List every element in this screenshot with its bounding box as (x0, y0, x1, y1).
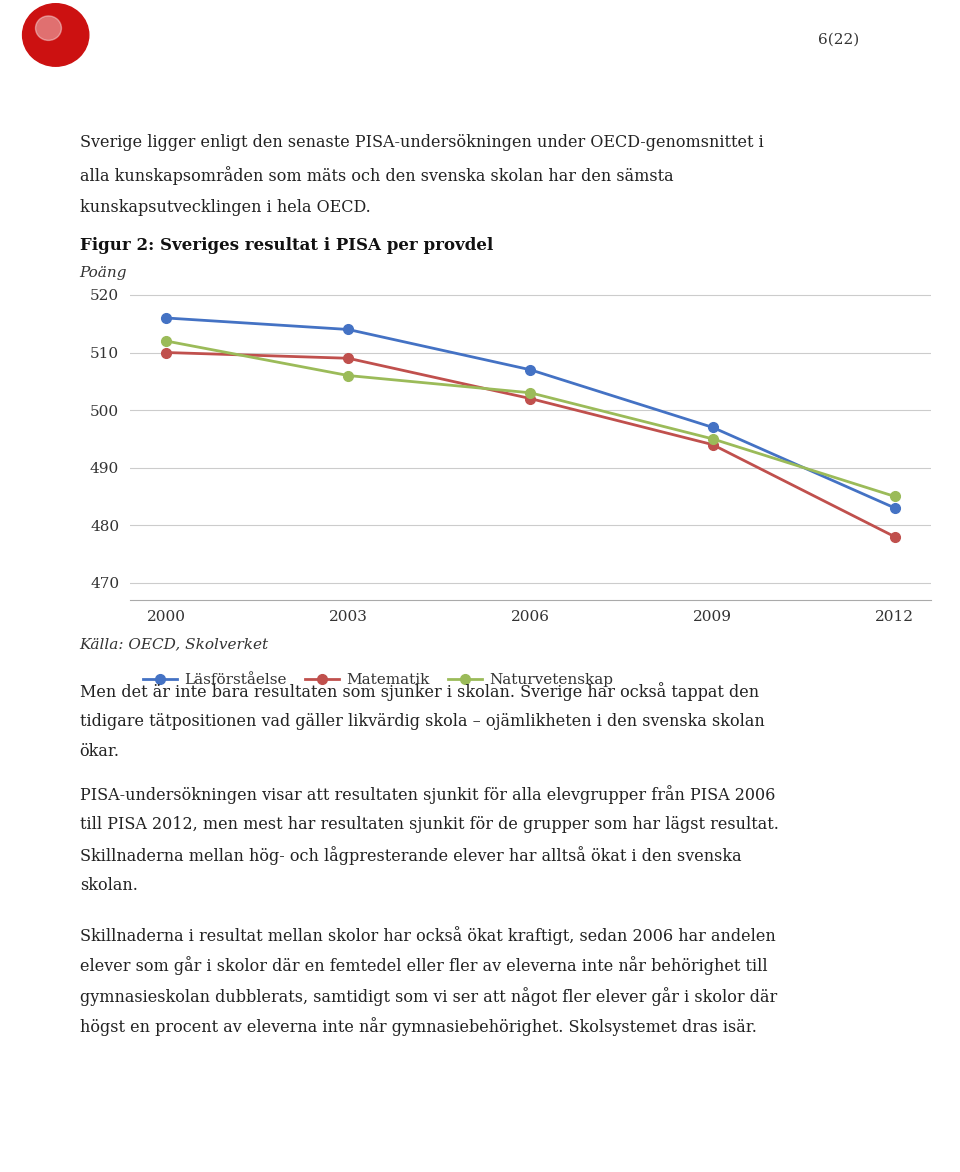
Text: Skillnaderna mellan hög- och lågpresterande elever har alltså ökat i den svenska: Skillnaderna mellan hög- och lågprestera… (80, 846, 741, 865)
Circle shape (36, 16, 61, 40)
Text: gymnasieskolan dubblerats, samtidigt som vi ser att något fler elever går i skol: gymnasieskolan dubblerats, samtidigt som… (80, 987, 777, 1006)
Text: Figur 2: Sveriges resultat i PISA per provdel: Figur 2: Sveriges resultat i PISA per pr… (80, 237, 492, 254)
Text: Poäng: Poäng (80, 266, 127, 280)
Text: alla kunskapsområden som mäts och den svenska skolan har den sämsta: alla kunskapsområden som mäts och den sv… (80, 166, 673, 185)
Text: 6(22): 6(22) (818, 33, 859, 47)
Text: Sverige ligger enligt den senaste PISA-undersökningen under OECD-genomsnittet i: Sverige ligger enligt den senaste PISA-u… (80, 134, 763, 151)
Text: Källa: OECD, Skolverket: Källa: OECD, Skolverket (80, 638, 269, 652)
Text: till PISA 2012, men mest har resultaten sjunkit för de grupper som har lägst res: till PISA 2012, men mest har resultaten … (80, 816, 779, 833)
Text: kunskapsutvecklingen i hela OECD.: kunskapsutvecklingen i hela OECD. (80, 199, 371, 217)
Text: Men det är inte bara resultaten som sjunker i skolan. Sverige har också tappat d: Men det är inte bara resultaten som sjun… (80, 682, 758, 701)
Text: elever som går i skolor där en femtedel eller fler av eleverna inte når behörigh: elever som går i skolor där en femtedel … (80, 956, 767, 975)
Legend: Läsförståelse, Matematik, Naturvetenskap: Läsförståelse, Matematik, Naturvetenskap (137, 667, 620, 693)
Text: ökar.: ökar. (80, 743, 120, 761)
Text: högst en procent av eleverna inte når gymnasiebehörighet. Skolsystemet dras isär: högst en procent av eleverna inte når gy… (80, 1017, 756, 1036)
Text: PISA-undersökningen visar att resultaten sjunkit för alla elevgrupper från PISA : PISA-undersökningen visar att resultaten… (80, 785, 775, 804)
Text: skolan.: skolan. (80, 877, 137, 894)
Text: Skillnaderna i resultat mellan skolor har också ökat kraftigt, sedan 2006 har an: Skillnaderna i resultat mellan skolor ha… (80, 926, 776, 945)
Circle shape (22, 4, 89, 67)
Text: tidigare tätpositionen vad gäller likvärdig skola – ojämlikheten i den svenska s: tidigare tätpositionen vad gäller likvär… (80, 713, 764, 730)
